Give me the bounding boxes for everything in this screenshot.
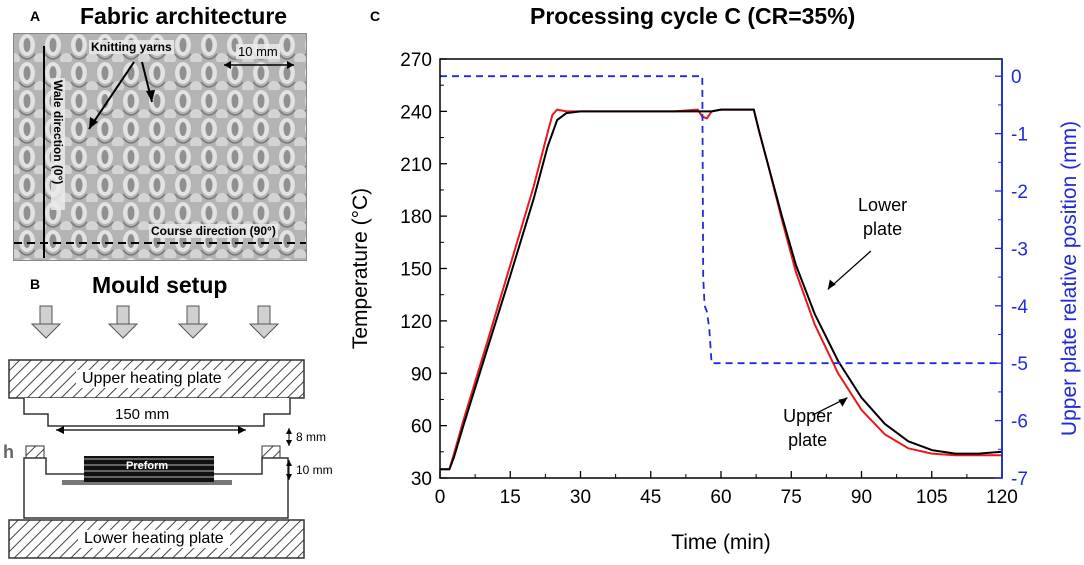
y-tick-label: 120 — [400, 312, 432, 333]
upper-plate-annotation: Upper plate — [783, 406, 832, 450]
y-tick-label: 270 — [400, 50, 432, 71]
lower-plate-annotation-arrow — [827, 250, 872, 290]
panel-a-title: Fabric architecture — [80, 3, 288, 29]
x-tick-label: 60 — [710, 487, 731, 508]
y-axis-label: Temperature (°C) — [349, 188, 372, 349]
spacer-right — [261, 445, 281, 459]
panel-b-letter: B — [30, 276, 41, 292]
mould-base — [62, 480, 232, 485]
y-tick-label: 150 — [400, 260, 432, 281]
y2-tick-label: -2 — [1011, 182, 1028, 203]
scale-bar-label: 10 mm — [236, 44, 280, 59]
x-tick-label: 30 — [570, 487, 591, 508]
yarn-arrow-1 — [88, 61, 135, 130]
mould-diagram: Upper heating plate Lower heating plate … — [0, 300, 333, 565]
y-tick-label: 90 — [411, 364, 432, 385]
y2-tick-label: -1 — [1011, 125, 1028, 146]
panel-b-title: Mould setup — [92, 272, 228, 298]
y-tick-label: 30 — [411, 469, 432, 490]
press-arrow-3 — [177, 305, 209, 339]
y2-tick-label: -5 — [1011, 354, 1028, 375]
press-arrow-1 — [30, 305, 62, 339]
y2-tick-label: -6 — [1011, 412, 1028, 433]
knitting-yarns-label: Knitting yarns — [89, 40, 174, 54]
width-label: 150 mm — [115, 406, 170, 423]
x-tick-label: 15 — [500, 487, 521, 508]
y-tick-label: 240 — [400, 102, 432, 123]
x-tick-label: 105 — [916, 487, 948, 508]
x-tick-label: 75 — [781, 487, 802, 508]
spacer-left — [25, 445, 45, 459]
lower-plate-annotation: Lower plate — [858, 195, 907, 239]
h-label: h — [3, 442, 14, 462]
x-tick-label: 120 — [986, 487, 1018, 508]
lower-plate-line — [440, 108, 1003, 471]
y2-tick-label: 0 — [1011, 67, 1022, 88]
wale-direction-label: Wale direction (0°) — [51, 78, 65, 210]
y2-tick-label: -3 — [1011, 239, 1028, 260]
y2-tick-label: -7 — [1011, 469, 1028, 490]
upper-punch — [23, 398, 291, 427]
y-tick-label: 210 — [400, 155, 432, 176]
lower-plate-arrow-head — [827, 279, 836, 290]
fabric-photo: Knitting yarns 10 mm Wale direction (0°)… — [13, 33, 307, 261]
press-arrow-2 — [107, 305, 139, 339]
y2-tick-label: -4 — [1011, 297, 1028, 318]
position-line — [440, 75, 1002, 365]
lower-mould — [23, 457, 289, 519]
processing-cycle-chart: 0 15 30 45 60 75 90 105 120 30 60 90 120 150 180 210 240… — [330, 0, 1084, 565]
x-tick-label: 90 — [851, 487, 872, 508]
upper-plate-line — [440, 108, 1002, 471]
y-tick-label: 60 — [411, 417, 432, 438]
panel-a-letter: A — [30, 8, 41, 24]
press-arrow-4 — [248, 305, 280, 339]
chart-title: Processing cycle C (CR=35%) — [530, 3, 856, 29]
gap-label: 8 mm — [296, 430, 326, 444]
course-direction-label: Course direction (90°) — [149, 224, 278, 238]
x-axis-label: Time (min) — [671, 531, 771, 554]
y-tick-label: 180 — [400, 207, 432, 228]
panel-c-letter: C — [370, 8, 381, 24]
x-tick-label: 0 — [435, 487, 446, 508]
chart-svg: 0 15 30 45 60 75 90 105 120 30 60 90 120 150 180 210 240… — [349, 50, 1081, 554]
y2-axis-label: Upper plate relative position (mm) — [1058, 121, 1081, 436]
plot-frame — [439, 58, 1003, 479]
preform-label: Preform — [126, 460, 169, 472]
x-tick-label: 45 — [640, 487, 661, 508]
preform — [84, 456, 214, 482]
upper-plate-label: Upper heating plate — [76, 370, 228, 388]
upper-plate-arrow-head — [838, 397, 848, 407]
height-label: 10 mm — [296, 463, 333, 477]
lower-plate-label: Lower heating plate — [78, 530, 230, 548]
